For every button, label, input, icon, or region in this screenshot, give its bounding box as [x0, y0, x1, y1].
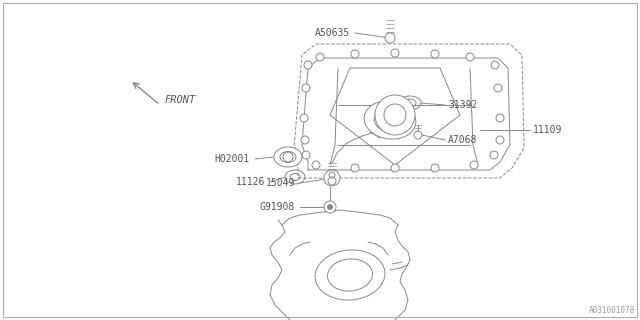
Circle shape	[324, 170, 340, 186]
Circle shape	[302, 84, 310, 92]
Circle shape	[490, 151, 498, 159]
Text: FRONT: FRONT	[165, 95, 196, 105]
Circle shape	[470, 161, 478, 169]
Circle shape	[496, 136, 504, 144]
Circle shape	[328, 204, 333, 210]
Text: G91908: G91908	[260, 202, 295, 212]
Circle shape	[316, 53, 324, 61]
Circle shape	[312, 161, 320, 169]
Circle shape	[466, 53, 474, 61]
Circle shape	[391, 49, 399, 57]
Circle shape	[351, 164, 359, 172]
Circle shape	[431, 50, 439, 58]
Circle shape	[300, 114, 308, 122]
Text: H02001: H02001	[215, 154, 250, 164]
Circle shape	[391, 164, 399, 172]
Circle shape	[494, 84, 502, 92]
Circle shape	[301, 136, 309, 144]
Circle shape	[385, 33, 395, 43]
Ellipse shape	[274, 147, 302, 167]
Text: A50635: A50635	[315, 28, 350, 38]
Text: 11126: 11126	[236, 177, 265, 187]
Circle shape	[496, 114, 504, 122]
Text: A7068: A7068	[448, 135, 477, 145]
Text: 31392: 31392	[448, 100, 477, 110]
Circle shape	[304, 61, 312, 69]
Text: A031001078: A031001078	[589, 306, 635, 315]
Circle shape	[431, 164, 439, 172]
Circle shape	[375, 95, 415, 135]
Circle shape	[302, 151, 310, 159]
Ellipse shape	[364, 101, 416, 139]
Text: 11109: 11109	[533, 125, 563, 135]
Circle shape	[351, 50, 359, 58]
Text: 15049: 15049	[266, 178, 295, 188]
Circle shape	[324, 201, 336, 213]
Circle shape	[491, 61, 499, 69]
